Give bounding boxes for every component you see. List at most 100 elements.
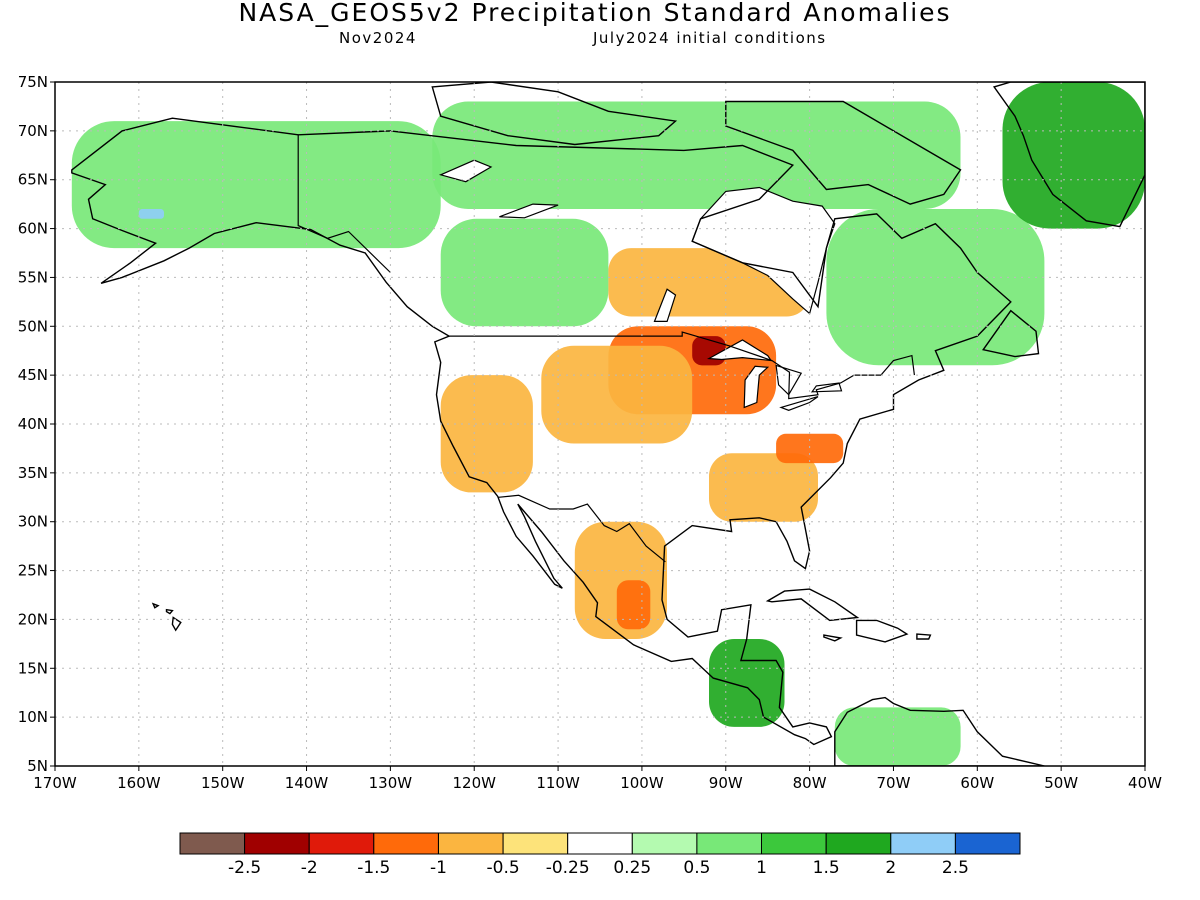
lon-tick-label: 70W xyxy=(877,774,911,792)
lat-tick-label: 60N xyxy=(18,220,48,238)
colorbar-swatch xyxy=(502,832,569,855)
colorbar-swatch xyxy=(825,832,892,855)
lon-tick-label: 80W xyxy=(793,774,827,792)
water-lake-erie xyxy=(781,396,818,411)
map-title: NASA_GEOS5v2 Precipitation Standard Anom… xyxy=(238,0,952,27)
colorbar-label: 2.5 xyxy=(942,858,969,878)
lon-axis: 170W 160W 150W 140W 130W 120W 110W 100W 90W 80W 70… xyxy=(33,766,1162,792)
shore-lake-michigan xyxy=(743,365,770,409)
colorbar-label: 0.5 xyxy=(683,858,710,878)
coast-greenland xyxy=(992,82,1145,228)
colorbar-swatch xyxy=(761,832,827,855)
lat-tick-label: 55N xyxy=(18,268,48,286)
anomaly-canada-west xyxy=(440,218,609,327)
shore-lake-erie xyxy=(779,396,819,411)
lat-tick-label: 25N xyxy=(18,562,48,580)
lat-tick-label: 20N xyxy=(18,610,48,628)
coast-hawaii-oahu xyxy=(151,602,160,609)
anomaly-south-america-north xyxy=(834,707,961,766)
colorbar-swatch xyxy=(567,832,633,855)
water-lake-winnipeg xyxy=(654,289,676,322)
colorbar-swatch xyxy=(179,832,246,855)
grid-layer xyxy=(55,82,1145,766)
lat-tick-label: 40N xyxy=(18,415,48,433)
colorbar: -2.5 -2 -1.5 -1 -0.5 -0.25 0.25 0.5 1 1.5 2 2.5 xyxy=(179,832,1021,878)
lon-tick-label: 40W xyxy=(1128,774,1162,792)
anomaly-southeast-us xyxy=(709,453,818,522)
colorbar-swatch xyxy=(696,832,763,855)
shore-lake-winnipeg xyxy=(653,288,677,322)
anomaly-west-us xyxy=(440,375,533,493)
colorbar-swatch xyxy=(308,832,375,855)
colorbar-swatch xyxy=(890,832,956,855)
coast-newfoundland xyxy=(982,309,1040,358)
colorbar-swatch xyxy=(373,832,439,855)
water-great-bear-lake xyxy=(440,160,491,182)
coast-south-america xyxy=(834,696,1045,766)
coast-hispaniola xyxy=(855,619,909,643)
lon-tick-label: 90W xyxy=(709,774,743,792)
colorbar-label: 1.5 xyxy=(813,858,840,878)
anomaly-greenland xyxy=(1002,82,1145,229)
colorbar-swatch xyxy=(631,832,698,855)
anomaly-quebec-labrador xyxy=(826,209,1045,366)
lat-tick-label: 65N xyxy=(18,171,48,189)
colorbar-swatch xyxy=(244,832,310,855)
anomaly-alaska-wet-spot xyxy=(138,209,164,219)
lon-tick-label: 120W xyxy=(452,774,496,792)
lon-tick-label: 60W xyxy=(960,774,994,792)
lat-tick-label: 30N xyxy=(18,513,48,531)
colorbar-label: 2 xyxy=(885,858,896,878)
lat-tick-label: 45N xyxy=(18,366,48,384)
anomaly-central-america xyxy=(709,639,785,727)
forecast-month: Nov2024 xyxy=(339,29,417,47)
colorbar-label: -1.5 xyxy=(357,858,390,878)
water-great-slave-lake xyxy=(499,204,559,218)
lat-tick-label: 5N xyxy=(27,757,48,775)
colorbar-label: 1 xyxy=(756,858,767,878)
colorbar-label: -0.5 xyxy=(487,858,520,878)
alaska-canada-border xyxy=(297,134,391,273)
coast-baffin-island xyxy=(725,100,962,205)
anomaly-mid-atlantic xyxy=(776,433,844,464)
colorbar-label: -2.5 xyxy=(228,858,261,878)
lat-tick-label: 50N xyxy=(18,317,48,335)
water-lake-michigan xyxy=(744,366,768,408)
lat-axis: 75N 70N 65N 60N 55N 50N 45N 40N 35N 30N 25N 20N 15N 1… xyxy=(18,73,55,775)
shore-great-bear-lake xyxy=(438,159,493,183)
shore-great-slave-lake xyxy=(499,203,559,219)
coast-puerto-rico xyxy=(916,633,932,640)
colorbar-swatch xyxy=(438,832,504,855)
coast-cuba xyxy=(765,588,860,622)
lon-tick-label: 50W xyxy=(1044,774,1078,792)
lat-tick-label: 75N xyxy=(18,73,48,91)
lon-tick-label: 130W xyxy=(369,774,413,792)
anomaly-mexico-core xyxy=(616,580,651,630)
shore-hudson-bay xyxy=(691,186,836,315)
coast-jamaica xyxy=(823,634,843,642)
lon-tick-label: 110W xyxy=(536,774,580,792)
colorbar-label: -0.25 xyxy=(546,858,590,878)
lat-tick-label: 10N xyxy=(18,708,48,726)
coastline-layer xyxy=(71,82,1145,766)
coast-north-america xyxy=(71,117,1012,746)
anomaly-alaska-yukon xyxy=(71,121,441,249)
lon-tick-label: 100W xyxy=(620,774,664,792)
lon-tick-label: 150W xyxy=(201,774,245,792)
anomaly-great-plains xyxy=(541,345,693,444)
initial-conditions: July2024 initial conditions xyxy=(593,29,827,47)
coast-hawaii-big-island xyxy=(171,616,182,632)
colorbar-label: 0.25 xyxy=(613,858,651,878)
us-canada-border xyxy=(449,331,915,400)
colorbar-swatch xyxy=(954,832,1021,855)
lon-tick-label: 140W xyxy=(285,774,329,792)
land-cuba xyxy=(767,589,858,621)
lat-tick-label: 15N xyxy=(18,659,48,677)
lat-tick-label: 35N xyxy=(18,464,48,482)
lat-tick-label: 70N xyxy=(18,122,48,140)
coast-hawaii-maui xyxy=(165,608,174,615)
land-hispaniola xyxy=(856,620,907,642)
colorbar-label: -1 xyxy=(430,858,447,878)
anomaly-layer xyxy=(71,82,1145,766)
water-lake-huron xyxy=(776,365,802,395)
